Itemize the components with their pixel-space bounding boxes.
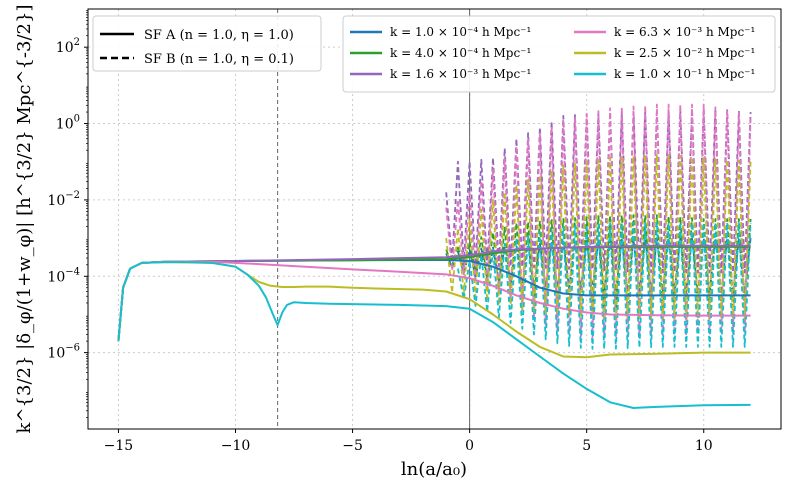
style-legend: SF A (n = 1.0, η = 1.0) SF B (n = 1.0, η … [92,15,322,72]
style-legend-label: SF A (n = 1.0, η = 1.0) [144,28,294,43]
y-tick-label: 10−4 [47,266,80,285]
k-legend: k = 1.0 × 10⁻⁴ h Mpc⁻¹ k = 4.0 × 10⁻⁴ h M… [342,15,776,93]
style-legend-label: SF B (n = 1.0, η = 0.1) [144,52,294,67]
series-line [445,153,752,320]
k-legend-box [342,15,776,93]
x-tick-label: 0 [465,438,474,454]
plot-frame [87,8,782,430]
x-tick-label: −15 [104,438,134,454]
x-tick-label: 5 [582,438,591,454]
axis-ticks: −15 −10 −5 0 5 10 10−6 10−4 10−2 100 102 [47,10,713,454]
y-tick-label: 10−6 [47,343,80,362]
k-legend-label: k = 4.0 × 10⁻⁴ h Mpc⁻¹ [390,46,531,60]
y-tick-label: 10−2 [47,190,80,209]
k-legend-label: k = 1.0 × 10⁻⁴ h Mpc⁻¹ [390,25,531,39]
x-tick-label: −10 [221,438,251,454]
y-tick-label: 102 [56,37,80,56]
series-line [117,261,751,409]
y-axis-title: k^{3/2} |δ_φ/(1+w_φ)| [h^{3/2} Mpc^{-3/2… [14,5,35,434]
k-legend-label: k = 6.3 × 10⁻³ h Mpc⁻¹ [614,25,755,39]
series-layer [117,103,752,409]
k-legend-label: k = 1.0 × 10⁻¹ h Mpc⁻¹ [614,67,755,81]
k-legend-label: k = 1.6 × 10⁻³ h Mpc⁻¹ [390,67,531,81]
style-legend-box [92,15,322,72]
x-tick-label: −5 [342,438,363,454]
x-tick-label: 10 [695,438,713,454]
k-legend-label: k = 2.5 × 10⁻² h Mpc⁻¹ [614,46,755,60]
y-tick-label: 100 [56,114,80,133]
x-axis-title: ln(a/a₀) [401,459,467,480]
